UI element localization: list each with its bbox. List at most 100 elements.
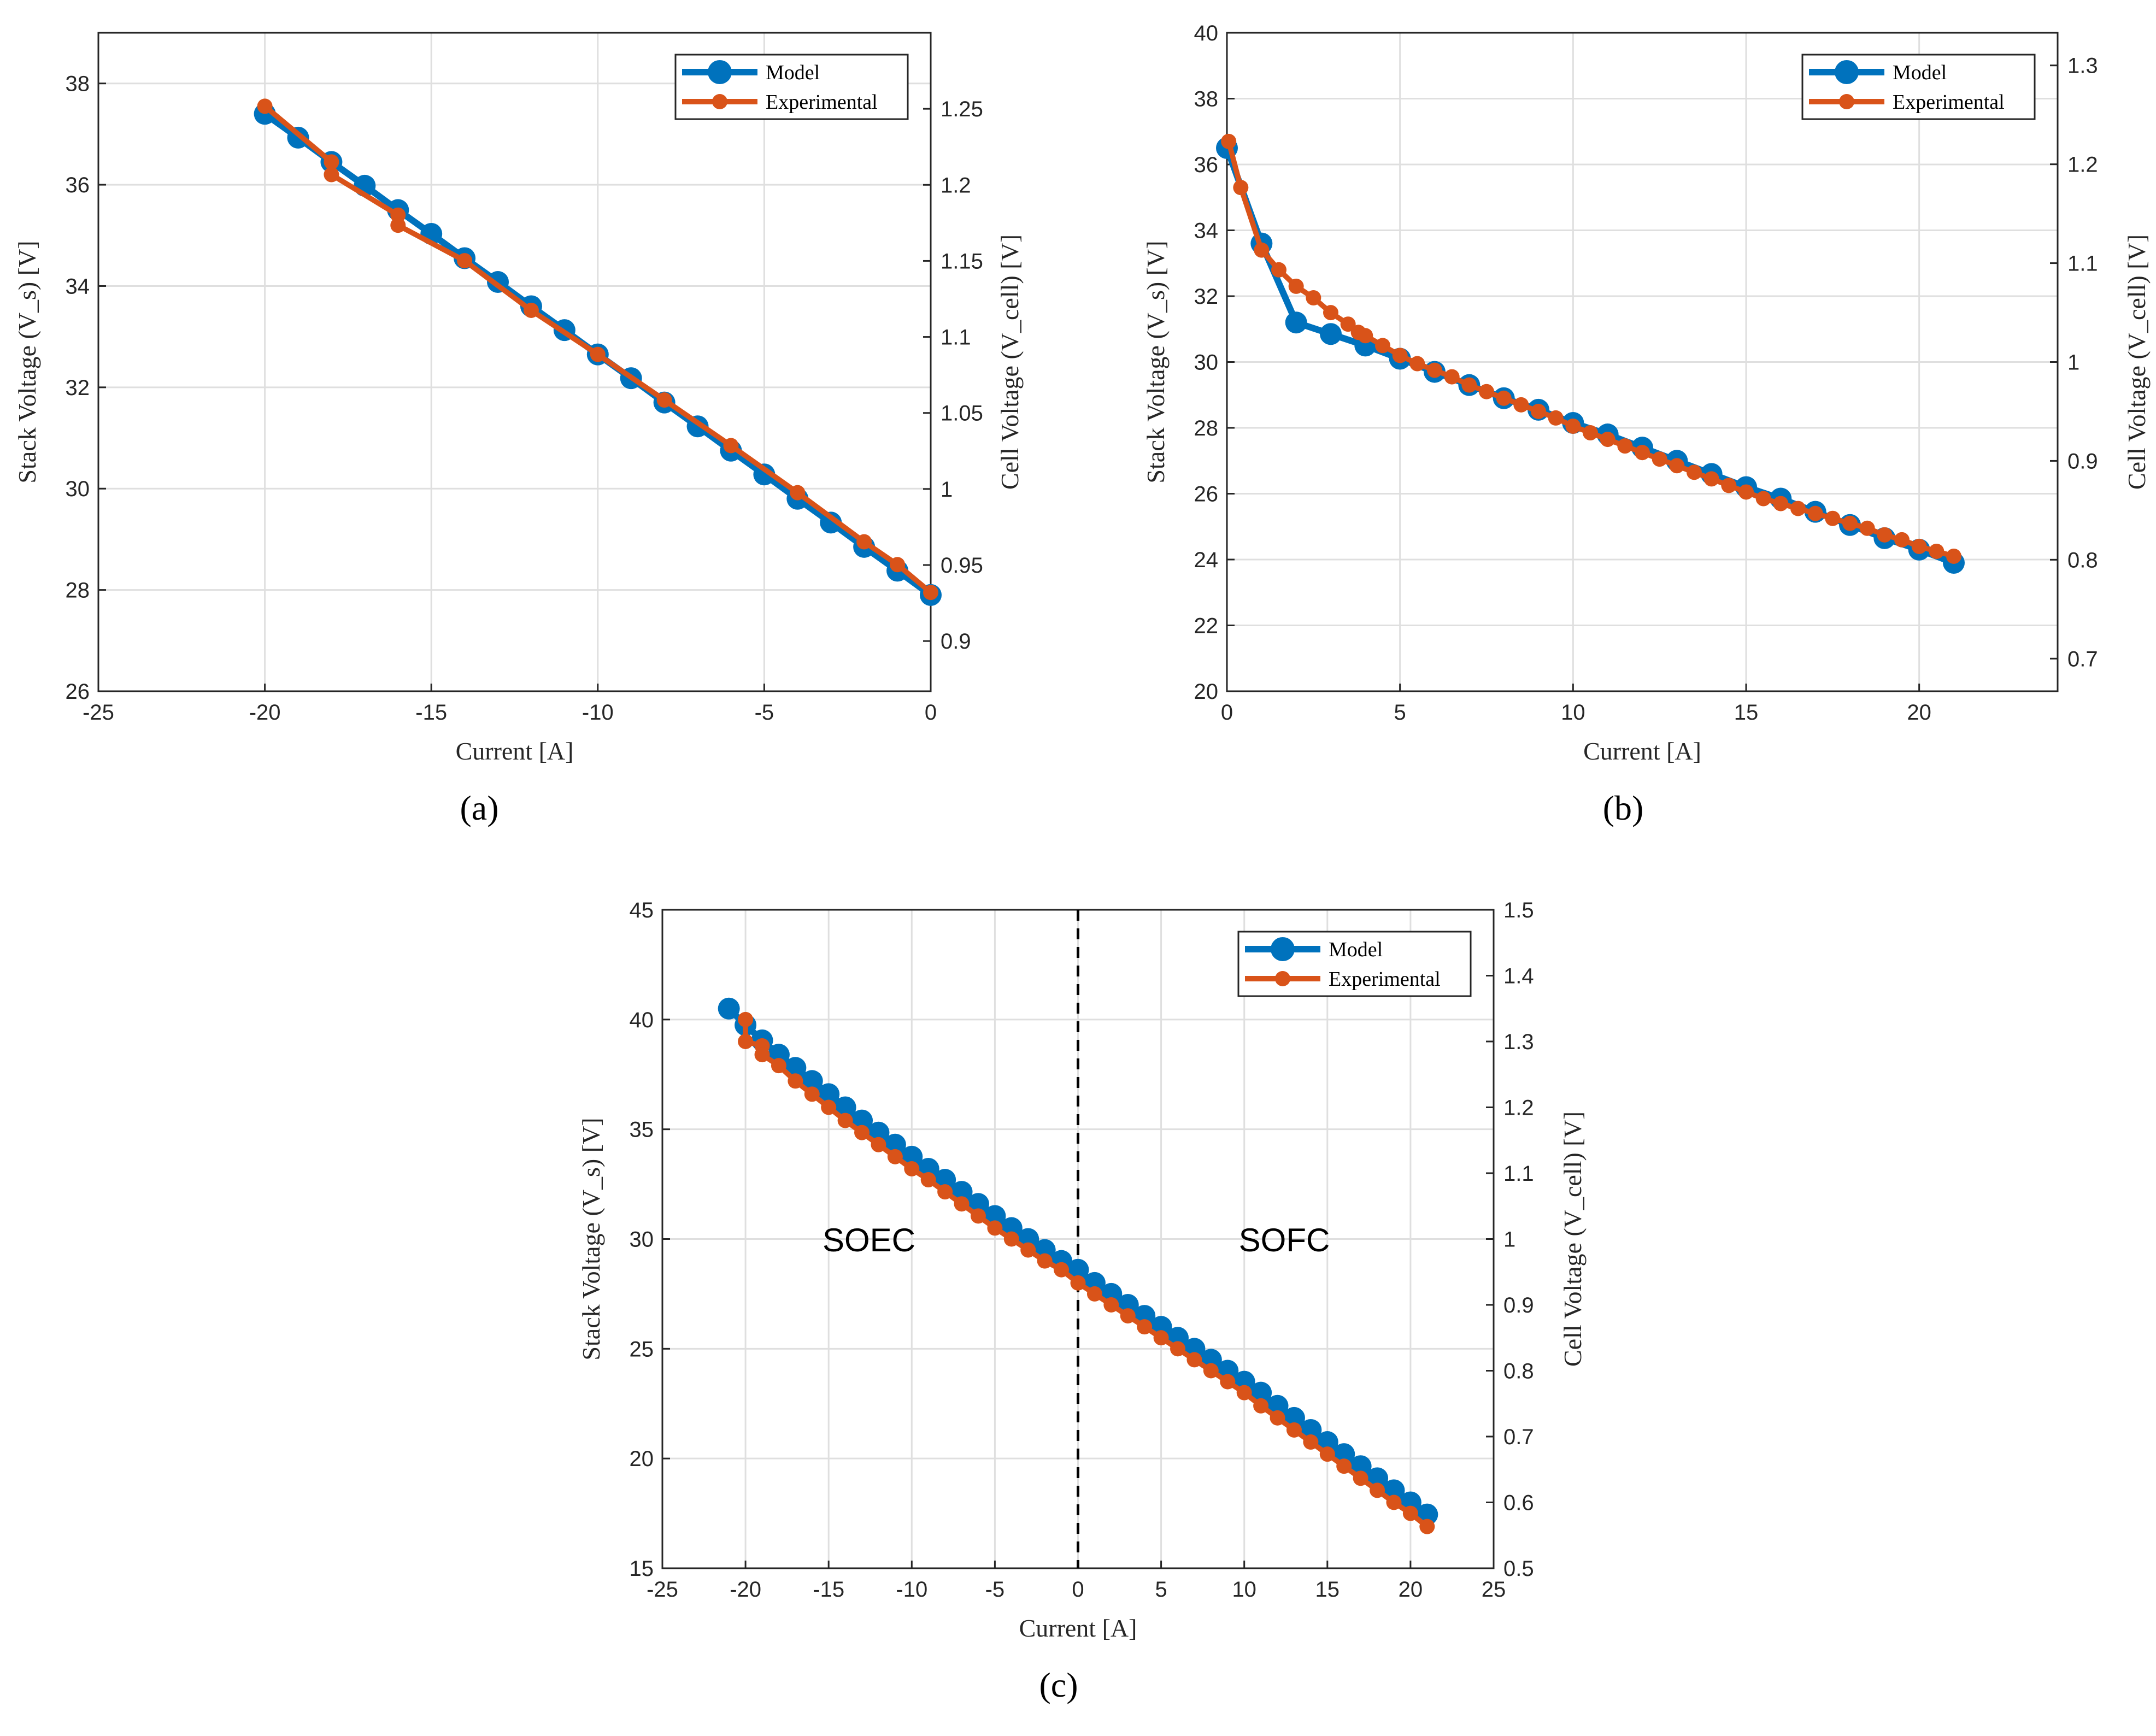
data-point-experimental	[871, 1137, 886, 1152]
legend-swatch-marker	[1275, 971, 1290, 986]
data-point-experimental	[1531, 403, 1546, 419]
y-axis-label: Stack Voltage (V_s) [V]	[577, 1117, 605, 1360]
y2-tick-label: 1.3	[2067, 54, 2098, 78]
data-point-experimental	[987, 1220, 1003, 1236]
data-point-experimental	[1370, 1482, 1385, 1498]
data-point-experimental	[1877, 527, 1893, 543]
data-point-experimental	[1721, 478, 1737, 493]
data-point-experimental	[1271, 262, 1286, 278]
legend: Model Experimental	[674, 54, 909, 120]
y2-tick-label: 1.1	[1503, 1162, 1534, 1186]
y2-tick-label: 1.1	[941, 326, 971, 350]
data-point-experimental	[1946, 548, 1961, 564]
data-point-experimental	[937, 1184, 953, 1200]
data-point-experimental	[970, 1208, 986, 1224]
x-tick-label: -20	[730, 1578, 761, 1602]
y-tick-label: 26	[1194, 482, 1219, 507]
x-axis-label: Current [A]	[1583, 737, 1701, 765]
data-point-experimental	[656, 392, 672, 408]
data-point-model	[1320, 323, 1342, 345]
y2-tick-label: 1	[1503, 1228, 1515, 1252]
region-label-sofc: SOFC	[1239, 1222, 1330, 1258]
data-point-experimental	[1319, 1446, 1335, 1462]
y2-tick-label: 1.3	[1503, 1030, 1534, 1054]
data-point-experimental	[1186, 1352, 1202, 1368]
y2-tick-label: 1.25	[941, 97, 983, 121]
y2-tick-label: 1.4	[1503, 964, 1534, 988]
y2-tick-label: 1	[2067, 351, 2079, 375]
legend-entry: Experimental	[1329, 968, 1441, 991]
chart-panel-c: -25 -20 -15 -10 -5 0 5 10 15 20 25 15 20 25 30 35 40 45 0.…	[577, 898, 1587, 1704]
data-point-experimental	[854, 1125, 870, 1140]
y2-tick-label: 0.7	[2067, 647, 2098, 671]
data-point-experimental	[1669, 458, 1685, 474]
legend-swatch-marker	[1271, 937, 1295, 961]
x-tick-label: -10	[896, 1578, 927, 1602]
y2-tick-label: 1.2	[941, 173, 971, 197]
data-point-experimental	[887, 1149, 903, 1164]
data-point-experimental	[1513, 397, 1529, 413]
data-point-experimental	[1773, 496, 1789, 511]
x-tick-label: -20	[249, 701, 281, 725]
data-point-experimental	[1253, 1398, 1269, 1414]
data-point-experimental	[1687, 464, 1702, 480]
panel-label: (c)	[1039, 1666, 1078, 1704]
data-point-experimental	[804, 1086, 820, 1102]
y-tick-label: 26	[66, 680, 90, 704]
y2-tick-label: 0.8	[1503, 1360, 1534, 1384]
data-point-experimental	[738, 1034, 754, 1049]
y2-tick-label: 1.2	[1503, 1096, 1534, 1120]
x-tick-label: -5	[985, 1578, 1005, 1602]
data-point-experimental	[1086, 1286, 1102, 1302]
data-point-experimental	[1254, 242, 1270, 258]
data-point-experimental	[1790, 501, 1806, 516]
x-tick-label: 25	[1482, 1578, 1506, 1602]
data-point-experimental	[1020, 1242, 1036, 1258]
data-point-experimental	[1392, 348, 1408, 363]
data-point-experimental	[1153, 1330, 1169, 1346]
data-point-experimental	[1340, 316, 1356, 332]
y2-tick-label: 1.15	[941, 249, 983, 273]
x-tick-label: 5	[1394, 701, 1406, 725]
x-tick-label: -15	[813, 1578, 844, 1602]
data-point-experimental	[837, 1113, 853, 1128]
legend: Model Experimental	[1237, 931, 1472, 997]
y-tick-label: 30	[630, 1228, 654, 1252]
data-point-experimental	[788, 1073, 803, 1089]
data-point-experimental	[1859, 520, 1875, 536]
data-point-experimental	[1929, 543, 1944, 559]
x-tick-label: 15	[1734, 701, 1759, 725]
data-point-experimental	[1375, 338, 1390, 354]
data-point-experimental	[1203, 1363, 1219, 1379]
data-point-experimental	[1842, 515, 1858, 531]
x-tick-label: 0	[1072, 1578, 1084, 1602]
data-point-experimental	[1479, 384, 1494, 399]
panel-label: (b)	[1603, 788, 1644, 827]
data-point-experimental	[1496, 390, 1512, 406]
data-point-model	[1250, 1381, 1272, 1404]
data-point-experimental	[923, 585, 938, 601]
legend-swatch-marker	[1839, 94, 1854, 109]
data-point-experimental	[523, 302, 539, 318]
data-point-experimental	[1635, 445, 1650, 461]
data-point-experimental	[1070, 1275, 1086, 1291]
x-tick-label: -25	[647, 1578, 678, 1602]
data-point-model	[834, 1096, 856, 1119]
data-point-experimental	[1427, 362, 1442, 378]
y2-tick-label: 0.9	[1503, 1293, 1534, 1317]
y-tick-label: 15	[630, 1557, 654, 1581]
y-tick-label: 32	[1194, 285, 1219, 309]
x-tick-label: -5	[755, 701, 774, 725]
series-experimental	[257, 98, 938, 601]
y-tick-label: 28	[66, 579, 90, 603]
y-tick-label: 24	[1194, 548, 1219, 572]
y-tick-label: 34	[66, 274, 90, 298]
y2-tick-label: 0.8	[2067, 548, 2098, 572]
data-point-experimental	[890, 557, 906, 573]
y2-axis-label: Cell Voltage (V_cell) [V]	[2123, 234, 2151, 490]
y-tick-label: 35	[630, 1118, 654, 1142]
data-point-experimental	[1270, 1410, 1285, 1426]
data-point-experimental	[1054, 1262, 1070, 1278]
data-point-experimental	[1825, 510, 1841, 526]
data-point-experimental	[1386, 1494, 1402, 1510]
